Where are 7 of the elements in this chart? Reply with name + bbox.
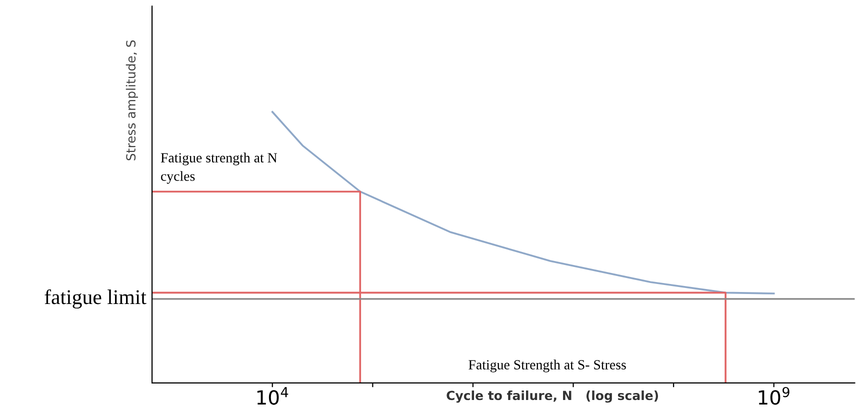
y-axis-title: Stress amplitude, S — [126, 40, 138, 160]
x-tick-label: 10$^{4}$ — [257, 387, 288, 405]
annotation: Fatigue Strength at S- Stress — [468, 360, 626, 372]
ref-line-label: fatigue limit — [44, 289, 146, 309]
annotation: Fatigue strength at N cycles — [160, 152, 278, 184]
x-axis-title: Cycle to failure, N (log scale) — [446, 390, 658, 403]
x-tick-label: 10$^{9}$ — [758, 386, 790, 405]
